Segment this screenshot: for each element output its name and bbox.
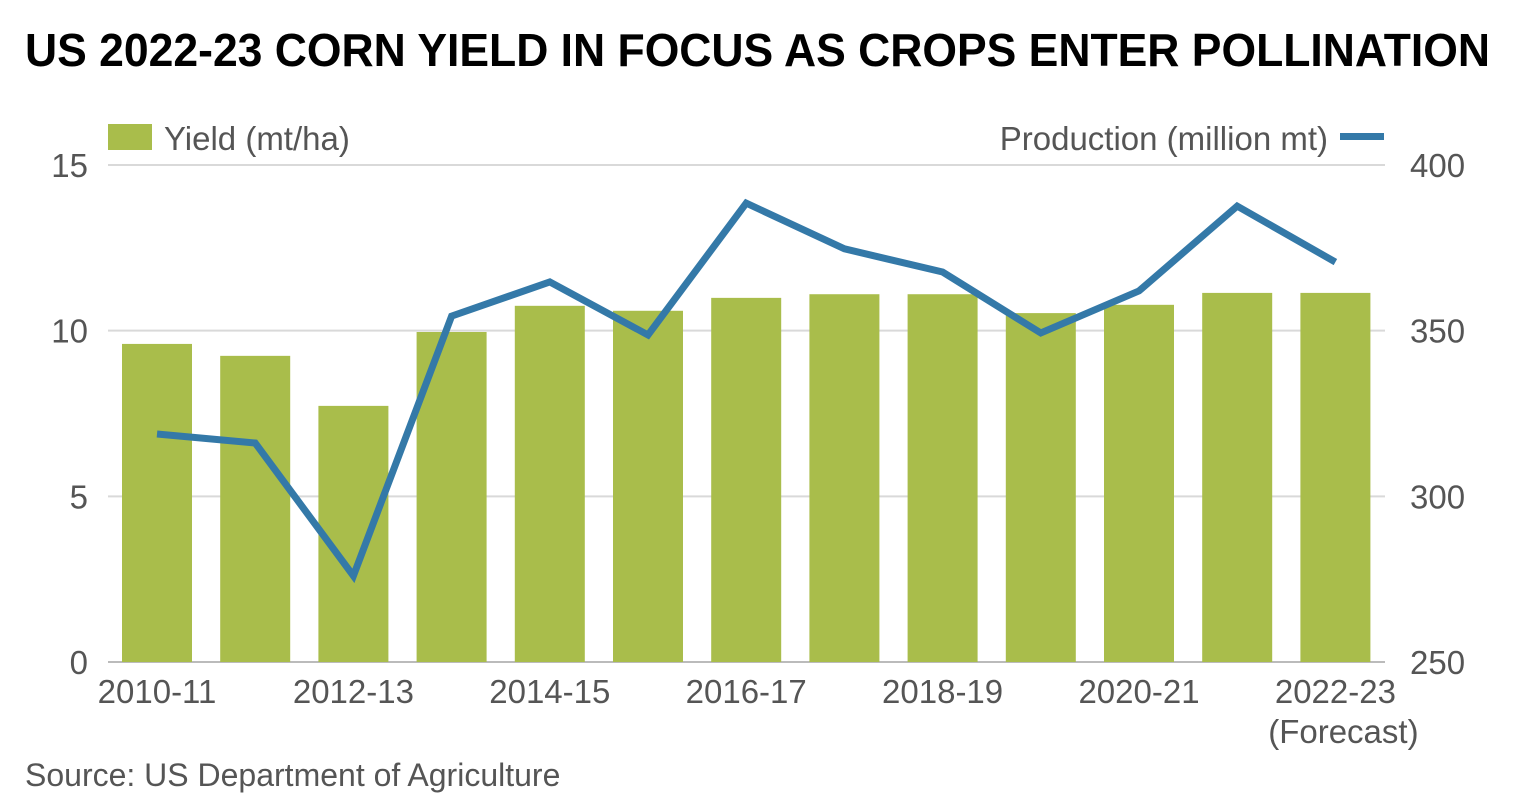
bar-2014-15 <box>514 305 585 662</box>
production-line <box>156 198 1338 584</box>
legend-production-label: Production (million mt) <box>1000 120 1328 157</box>
bar-2020-21 <box>1104 304 1174 662</box>
bar-2010-11 <box>122 343 192 662</box>
y-left-tick-label: 0 <box>70 644 88 681</box>
y-axis-left: 0 5 10 15 <box>51 147 88 681</box>
x-tick-label: 2016-17 <box>686 673 807 710</box>
x-tick-label: 2018-19 <box>882 673 1003 710</box>
y-left-tick-label: 15 <box>51 147 88 184</box>
legend-bar-swatch <box>108 124 152 150</box>
bar-2015-16 <box>613 310 683 662</box>
y-left-tick-label: 10 <box>51 313 88 350</box>
x-tick-label: 2020-21 <box>1078 673 1199 710</box>
y-right-tick-label: 400 <box>1410 147 1465 184</box>
bar-2012-13 <box>318 405 389 662</box>
y-right-tick-label: 300 <box>1410 478 1465 515</box>
x-tick-sublabel: (Forecast) <box>1268 713 1418 750</box>
x-tick-label: 2014-15 <box>489 673 610 710</box>
x-tick-label: 2022-23 <box>1275 673 1396 710</box>
x-tick-label: 2010-11 <box>98 673 217 710</box>
x-tick-label: 2012-13 <box>293 673 414 710</box>
bar-2019-20 <box>1005 313 1076 662</box>
legend-line-swatch <box>1340 133 1384 140</box>
x-axis: 2010-11 2012-13 2014-15 2016-17 2018-19 2020-… <box>98 673 1419 750</box>
bar-2022-23 <box>1300 292 1371 662</box>
bar-2011-12 <box>220 355 291 662</box>
source-note: Source: US Department of Agriculture <box>25 757 560 793</box>
chart-title: US 2022-23 CORN YIELD IN FOCUS AS CROPS … <box>25 24 1490 76</box>
y-axis-right: 250 300 350 400 <box>1410 147 1465 681</box>
bar-2021-22 <box>1202 292 1273 662</box>
y-right-tick-label: 250 <box>1410 644 1465 681</box>
bar-2016-17 <box>711 297 782 662</box>
y-left-tick-label: 5 <box>70 478 88 515</box>
y-right-tick-label: 350 <box>1410 313 1465 350</box>
bar-2017-18 <box>809 294 880 662</box>
bars <box>122 292 1371 662</box>
bar-2018-19 <box>907 294 978 662</box>
legend-yield-label: Yield (mt/ha) <box>164 120 350 157</box>
